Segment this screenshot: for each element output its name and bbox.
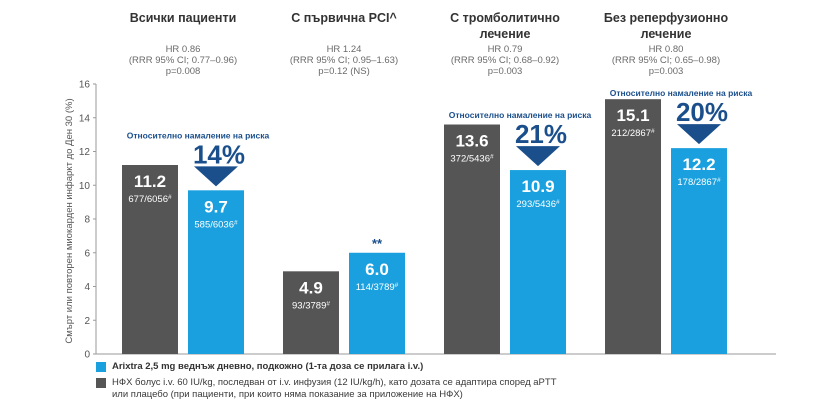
bar-value-label: 12.2 (682, 155, 715, 174)
reduction-note: Относително намаление на риска (610, 88, 753, 98)
group-headers: Всички пациенти HR 0.86(RRR 95% CI; 0.77–… (129, 11, 729, 77)
hr-stat: HR 0.79 (488, 44, 523, 55)
down-arrow-icon (516, 146, 560, 167)
y-tick-label: 4 (84, 282, 90, 293)
group-title: С първична PCI^ (291, 11, 397, 25)
hr-stat: p=0.12 (NS) (318, 66, 370, 77)
bar-count-label: 293/5436# (516, 199, 560, 210)
bar-fondaparinux (510, 170, 566, 354)
y-axis-label: Смърт или повторен миокарден инфаркт до … (64, 98, 75, 343)
y-tick-label: 2 (84, 316, 90, 327)
hr-stat: p=0.003 (488, 66, 523, 77)
bar-value-label: 10.9 (521, 177, 554, 196)
reduction-percent: 14% (193, 139, 245, 169)
hr-stat: p=0.003 (649, 66, 684, 77)
group-title: лечение (641, 27, 692, 41)
bar-count-label: 114/3789# (356, 282, 399, 293)
hr-stat: p=0.008 (166, 66, 201, 77)
hr-stat: (RRR 95% CI; 0.95–1.63) (290, 55, 398, 66)
down-arrow-icon (677, 124, 721, 145)
bar-value-label: 11.2 (134, 172, 166, 191)
bar-value-label: 9.7 (204, 197, 228, 216)
bar-control (444, 124, 500, 354)
legend-swatch-fondaparinux (96, 362, 106, 372)
hr-stat: (RRR 95% CI; 0.68–0.92) (451, 55, 559, 66)
y-tick-label: 0 (84, 350, 90, 361)
bars: 11.2 677/6056# 9.7 585/6036# 4.9 93/3789# 6.0 1… (122, 99, 727, 354)
group-title: С тромболитично (450, 11, 560, 25)
bar-count-label: 93/3789# (292, 300, 330, 311)
legend-label-control: НФХ болус i.v. 60 IU/kg, последван от i.… (112, 377, 612, 401)
y-tick-label: 12 (79, 147, 91, 158)
reduction-annotations: 14%Относително намаление на риска**21%От… (127, 88, 753, 251)
hr-stat: HR 0.80 (649, 44, 684, 55)
bar-count-label: 677/6056# (128, 194, 172, 205)
y-tick-label: 10 (79, 181, 91, 192)
y-tick-label: 14 (79, 113, 91, 124)
y-tick-label: 16 (79, 80, 91, 91)
group-title: Без реперфузионно (604, 11, 729, 25)
bar-fondaparinux (671, 148, 727, 354)
reduction-percent: 21% (515, 119, 567, 149)
legend-swatch-control (96, 378, 106, 388)
bar-control (605, 99, 661, 354)
legend-label-control-line1: НФХ болус i.v. 60 IU/kg, последван от i.… (112, 377, 557, 388)
bar-value-label: 6.0 (365, 260, 389, 279)
bar-count-label: 372/5436# (450, 154, 494, 165)
bar-control (283, 271, 339, 354)
legend-label-control-line2: или плацебо (при пациенти, при които ням… (112, 389, 463, 400)
reduction-note: Относително намаление на риска (449, 110, 592, 120)
bar-control (122, 165, 178, 354)
down-arrow-icon (194, 166, 238, 187)
bar-value-label: 4.9 (299, 278, 323, 297)
bar-value-label: 13.6 (455, 132, 488, 151)
reduction-note: Относително намаление на риска (127, 130, 270, 140)
reduction-percent: 20% (676, 97, 728, 127)
significance-marker: ** (372, 236, 383, 251)
y-tick-label: 8 (84, 215, 90, 226)
bar-count-label: 178/2867# (677, 177, 721, 188)
legend-label-fondaparinux: Arixtra 2,5 mg веднъж дневно, подкожно (… (112, 361, 424, 372)
hr-stat: HR 0.86 (166, 44, 201, 55)
group-title: лечение (480, 27, 531, 41)
hr-stat: (RRR 95% CI; 0.77–0.96) (129, 55, 237, 66)
bar-value-label: 15.1 (616, 106, 649, 125)
bar-fondaparinux (349, 252, 405, 354)
bar-fondaparinux (188, 190, 244, 354)
bar-count-label: 585/6036# (194, 219, 238, 230)
bar-count-label: 212/2867# (611, 128, 655, 139)
group-title: Всички пациенти (130, 11, 237, 25)
hr-stat: HR 1.24 (327, 44, 362, 55)
hr-stat: (RRR 95% CI; 0.65–0.98) (612, 55, 720, 66)
y-tick-label: 6 (84, 248, 90, 259)
